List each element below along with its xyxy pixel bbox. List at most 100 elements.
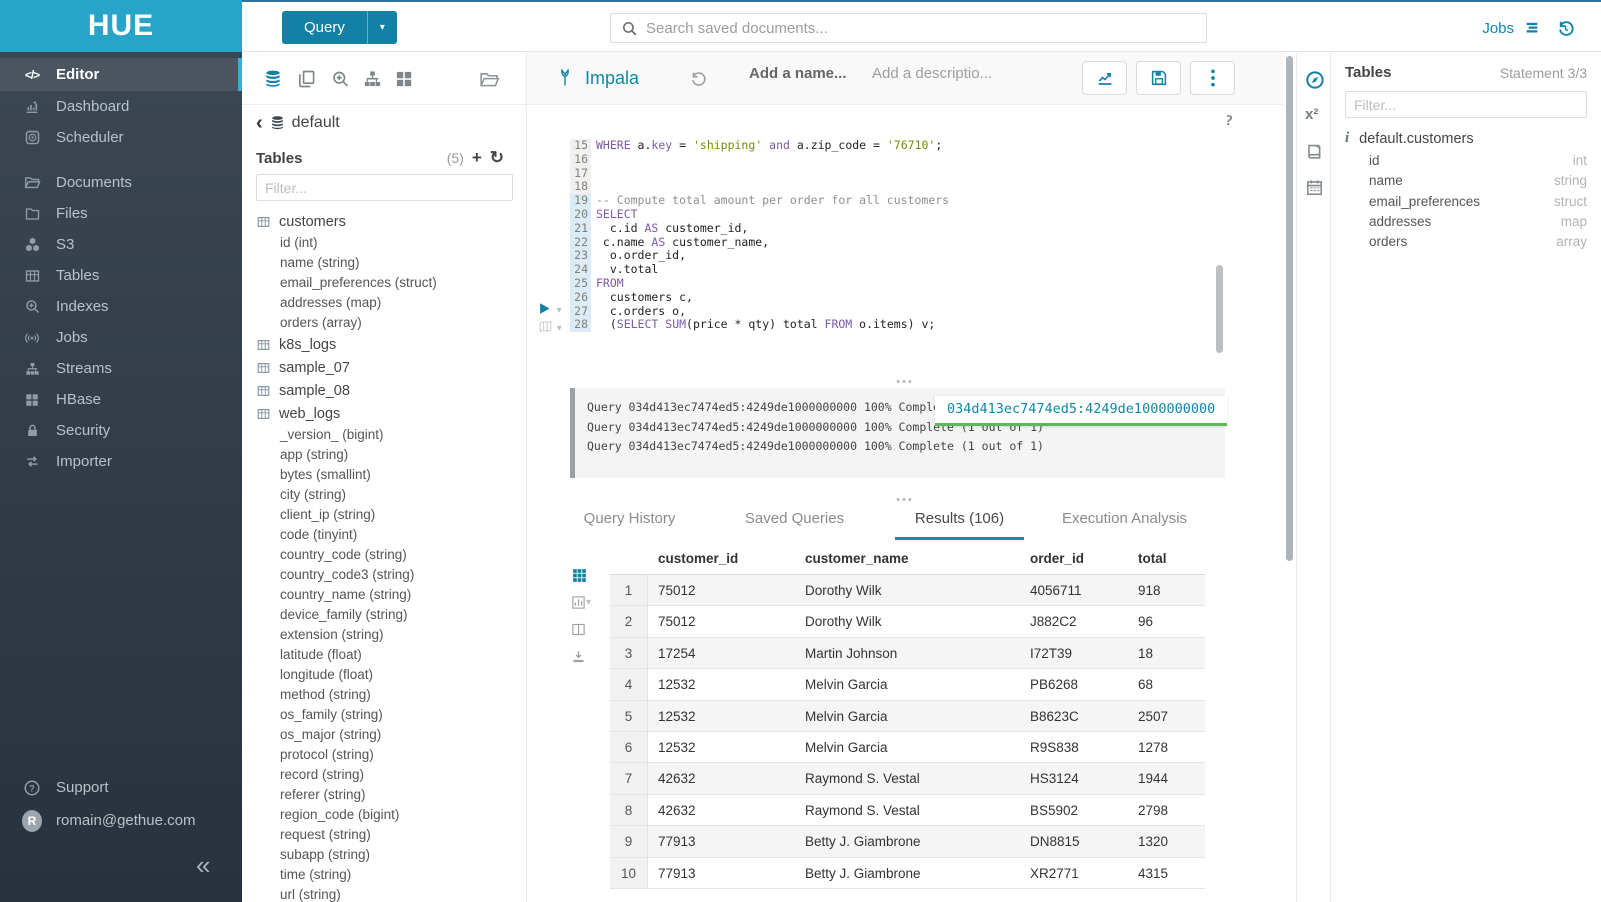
save-button[interactable] [1136,61,1181,95]
table-row[interactable]: 8 42632 Raymond S. Vestal BS5902 2798 [610,794,1205,827]
chart-options-caret[interactable]: ▾ [586,596,592,608]
refresh-tables-button[interactable]: ↻ [489,148,504,167]
table-row[interactable]: 4 12532 Melvin Garcia PB6268 68 [610,669,1205,701]
tables-filter-input[interactable] [256,174,513,201]
query-description-input[interactable] [872,65,1002,82]
db-column[interactable]: subapp (string) [280,847,371,862]
db-column[interactable]: method (string) [280,687,371,702]
sidebar-item-hbase[interactable]: HBase [0,384,242,415]
query-name-input[interactable] [749,65,859,82]
query-map-icon[interactable]: ▾ [537,318,562,335]
assist-filter-input[interactable] [1345,91,1587,118]
sidebar-item-user[interactable]: R romain@gethue.com [0,805,242,836]
tab-execution-analysis[interactable]: Execution Analysis [1061,510,1188,527]
db-column[interactable]: os_family (string) [280,707,383,722]
add-table-button[interactable]: + [471,148,482,167]
table-row[interactable]: 9 77913 Betty J. Giambrone DN8815 1320 [610,826,1205,858]
sidebar-item-files[interactable]: Files [0,198,242,229]
db-column[interactable]: extension (string) [280,627,384,642]
db-column[interactable]: request (string) [280,827,371,842]
db-column[interactable]: addresses (map) [280,295,382,310]
databases-icon[interactable] [262,69,284,89]
columns-view-button[interactable] [571,620,601,638]
query-dropdown-caret[interactable]: ▾ [366,11,397,44]
breadcrumb-db-name[interactable]: default [291,114,340,131]
results-column-header[interactable]: total [1138,551,1167,566]
sidebar-item-security[interactable]: Security [0,415,242,446]
table-row[interactable]: 1 75012 Dorothy Wilk 4056711 918 [610,575,1205,607]
db-column[interactable]: record (string) [280,767,365,782]
db-column[interactable]: region_code (bigint) [280,807,400,822]
db-table-sample-08[interactable]: sample_08 [256,379,524,402]
download-results-button[interactable] [571,647,601,665]
schedule-icon[interactable] [1305,178,1324,197]
sidebar-item-indexes[interactable]: Indexes [0,291,242,322]
sidebar-item-dashboard[interactable]: Dashboard [0,91,242,122]
restore-history-icon[interactable] [689,70,707,88]
results-column-header[interactable]: customer_id [658,551,739,566]
assist-column[interactable]: addresses map [1345,212,1587,232]
search-input[interactable] [646,19,1196,37]
grid-view-button[interactable] [571,566,601,584]
db-column[interactable]: code (tinyint) [280,527,358,542]
search-plus-icon[interactable] [330,69,351,89]
db-column[interactable]: client_ip (string) [280,507,376,522]
results-column-header[interactable]: order_id [1030,551,1085,566]
execute-button[interactable] [537,300,552,317]
assist-column[interactable]: id int [1345,151,1587,171]
db-table-web-logs[interactable]: web_logs [256,402,524,425]
db-column[interactable]: country_code3 (string) [280,567,415,582]
db-column[interactable]: url (string) [280,887,341,902]
db-table-customers[interactable]: customers [256,210,524,233]
db-column[interactable]: referer (string) [280,787,366,802]
db-column[interactable]: city (string) [280,487,347,502]
query-button-label[interactable]: Query [304,19,345,36]
db-column[interactable]: latitude (float) [280,647,362,662]
table-row[interactable]: 5 12532 Melvin Garcia B8623C 2507 [610,700,1205,732]
sidebar-item-importer[interactable]: Importer [0,446,242,477]
db-table-k8s-logs[interactable]: k8s_logs [256,333,524,356]
code-editor[interactable]: 15 16 17 18 19 20 21 22 23 24 25 26 27 28 WHERE a.key… [527,106,1227,378]
map-options-caret[interactable]: ▾ [554,323,562,334]
sidebar-collapse-button[interactable]: « [196,850,211,880]
execute-options-caret[interactable]: ▾ [556,305,562,316]
db-column[interactable]: _version_ (bigint) [280,427,384,442]
table-row[interactable]: 7 42632 Raymond S. Vestal HS3124 1944 [610,763,1205,795]
hue-logo[interactable]: HUE [0,0,242,52]
assist-column[interactable]: name string [1345,171,1587,191]
db-column[interactable]: longitude (float) [280,667,374,682]
db-column[interactable]: bytes (smallint) [280,467,371,482]
new-query-button[interactable]: Query ▾ [282,11,397,44]
editor-assistant-icon[interactable] [1305,70,1325,90]
db-column[interactable]: country_code (string) [280,547,407,562]
db-column[interactable]: app (string) [280,447,349,462]
db-column[interactable]: time (string) [280,867,352,882]
main-scrollbar-thumb[interactable] [1286,56,1293,561]
sitemap-icon[interactable] [362,69,383,89]
db-column[interactable]: email_preferences (struct) [280,275,437,290]
sidebar-item-support[interactable]: ? Support [0,772,242,803]
engine-selector[interactable]: Impala [555,66,639,90]
open-folder-icon[interactable] [478,69,501,90]
tab-saved-queries[interactable]: Saved Queries [744,510,845,527]
sidebar-item-s3[interactable]: S3 [0,229,242,260]
assist-table-row[interactable]: i default.customers [1345,130,1587,147]
sidebar-item-scheduler[interactable]: Scheduler [0,122,242,153]
results-column-header[interactable]: customer_name [805,551,909,566]
table-row[interactable]: 10 77913 Betty J. Giambrone XR2771 4315 [610,857,1205,889]
language-reference-icon[interactable] [1305,142,1324,161]
assist-column[interactable]: orders array [1345,232,1587,252]
editor-scrollbar[interactable] [1216,265,1223,353]
apps-grid-icon[interactable] [394,69,414,89]
sidebar-item-jobs[interactable]: Jobs [0,322,242,353]
table-row[interactable]: 6 12532 Melvin Garcia R9S838 1278 [610,731,1205,764]
chart-view-button[interactable]: ▾ [571,593,601,611]
db-column[interactable]: country_name (string) [280,587,412,602]
db-column[interactable]: id (int) [280,235,318,250]
splitter-handle[interactable]: ••• [896,376,914,388]
more-actions-button[interactable] [1190,61,1235,95]
sidebar-item-streams[interactable]: Streams [0,353,242,384]
db-column[interactable]: os_major (string) [280,727,382,742]
tab-query-history[interactable]: Query History [583,510,676,527]
back-chevron-icon[interactable]: ‹ [256,112,263,134]
